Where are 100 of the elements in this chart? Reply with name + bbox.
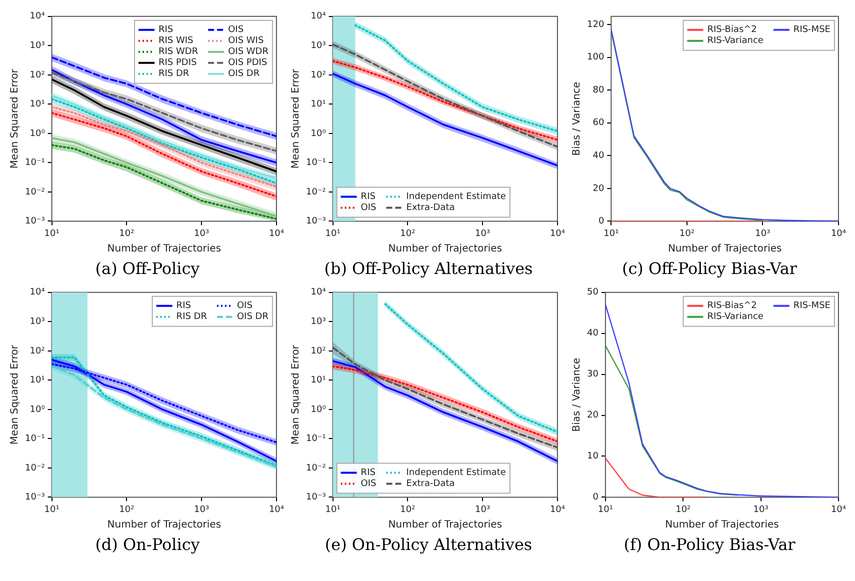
y-tick-label: 30	[587, 370, 599, 380]
y-tick-label: 10³	[310, 41, 326, 51]
y-tick-label: 10⁻¹	[25, 158, 46, 168]
y-tick-label: 10³	[30, 317, 46, 327]
legend-label: RIS WDR	[158, 47, 198, 58]
y-axis-title: Bias / Variance	[572, 82, 583, 156]
legend-label: RIS DR	[176, 312, 207, 322]
x-tick-label: 10²	[679, 228, 695, 239]
y-tick-label: 10⁴	[30, 12, 46, 22]
y-tick-label: 10⁰	[310, 128, 326, 139]
text: (f) On-Policy Bias-Var	[622, 534, 796, 556]
y-tick-label: 10⁻¹	[25, 434, 46, 444]
legend-label: Independent Estimate	[406, 192, 506, 202]
text: (b) Off-Policy Alternatives	[323, 258, 534, 280]
y-tick-label: 10¹	[30, 376, 46, 386]
legend-label: OIS PDIS	[228, 58, 268, 68]
y-tick-label: 40	[587, 328, 599, 339]
legend-label: RIS-Variance	[707, 312, 764, 322]
x-tick-label: 10³	[755, 228, 771, 239]
text: (a) Off-Policy	[94, 258, 201, 280]
y-tick-label: 120	[586, 20, 604, 30]
y-tick-label: 20	[592, 184, 604, 194]
y-tick-label: 10⁻³	[306, 492, 326, 503]
x-tick-label: 10¹	[44, 504, 60, 515]
x-axis-title: Number of Trajectories	[388, 520, 502, 531]
x-tick-label: 10⁴	[830, 504, 846, 515]
y-tick-label: 10⁻¹	[306, 158, 326, 168]
legend-label: OIS	[360, 203, 377, 214]
legend-label: OIS	[360, 479, 377, 490]
x-tick-label: 10¹	[325, 504, 341, 515]
y-axis-title: Mean Squared Error	[290, 344, 302, 445]
y-tick-label: 10²	[310, 346, 326, 356]
y-tick-label: 0	[598, 216, 604, 227]
y-tick-label: 10³	[30, 41, 46, 51]
x-tick-label: 10⁴	[268, 504, 284, 515]
x-axis-title: Number of Trajectories	[107, 244, 222, 255]
legend-label: RIS-Bias^2	[707, 25, 757, 36]
y-tick-label: 10⁻³	[306, 216, 326, 227]
x-tick-label: 10³	[194, 504, 210, 515]
y-tick-label: 10⁻²	[25, 463, 46, 474]
y-tick-label: 10³	[310, 317, 326, 327]
y-tick-label: 10⁴	[30, 288, 46, 298]
x-axis-title: Number of Trajectories	[388, 244, 502, 255]
legend-label: RIS DR	[158, 69, 190, 80]
legend-label: Extra-Data	[406, 479, 455, 490]
x-tick-label: 10³	[753, 504, 769, 515]
legend-label: Extra-Data	[406, 203, 455, 214]
y-tick-label: 10⁰	[30, 128, 46, 139]
legend-label: OIS DR	[236, 312, 268, 322]
legend-label: RIS PDIS	[158, 58, 198, 68]
x-tick-label: 10¹	[604, 228, 620, 239]
y-tick-label: 60	[592, 118, 604, 128]
text: (e) On-Policy Alternatives	[324, 534, 534, 556]
legend-label: Independent Estimate	[406, 468, 506, 478]
legend-label: OIS	[228, 25, 244, 36]
y-tick-label: 10⁻³	[25, 492, 46, 503]
y-tick-label: 80	[592, 85, 604, 96]
x-tick-label: 10²	[400, 504, 416, 515]
legend-label: OIS WDR	[228, 47, 268, 58]
legend-label: RIS-MSE	[793, 301, 831, 312]
y-tick-label: 10⁰	[310, 404, 326, 415]
y-tick-label: 10²	[30, 70, 46, 80]
x-tick-label: 10²	[119, 228, 135, 239]
y-tick-label: 40	[592, 151, 604, 162]
y-tick-label: 10⁻²	[306, 187, 326, 198]
y-tick-label: 10⁰	[30, 404, 46, 415]
legend-label: RIS WIS	[158, 36, 194, 46]
x-tick-label: 10²	[119, 504, 135, 515]
y-tick-label: 10²	[30, 346, 46, 356]
x-axis-title: Number of Trajectories	[665, 520, 779, 531]
legend-label: RIS-Bias^2	[707, 301, 757, 312]
x-tick-label: 10¹	[44, 228, 60, 239]
x-tick-label: 10¹	[325, 228, 341, 239]
y-axis-title: Mean Squared Error	[10, 68, 21, 169]
legend-label: RIS-MSE	[793, 25, 831, 36]
text: (c) Off-Policy Bias-Var	[620, 258, 798, 280]
y-tick-label: 100	[586, 52, 604, 63]
x-axis-title: Number of Trajectories	[107, 520, 222, 531]
legend-label: RIS-Variance	[707, 36, 764, 46]
y-tick-label: 50	[587, 288, 599, 298]
legend-label: RIS	[176, 301, 192, 312]
y-axis-title: Mean Squared Error	[10, 344, 21, 445]
y-tick-label: 10¹	[310, 376, 326, 386]
x-axis-title: Number of Trajectories	[668, 244, 782, 255]
y-tick-label: 10	[587, 452, 599, 462]
text: (d) On-Policy	[94, 534, 201, 556]
x-tick-label: 10⁴	[268, 228, 284, 239]
x-tick-label: 10³	[475, 504, 491, 515]
y-tick-label: 20	[587, 410, 599, 421]
legend-label: OIS WIS	[228, 36, 264, 46]
x-tick-label: 10²	[400, 228, 416, 239]
x-tick-label: 10⁴	[830, 228, 846, 239]
x-tick-label: 10³	[475, 228, 491, 239]
y-tick-label: 0	[592, 492, 599, 503]
legend-label: RIS	[360, 468, 376, 478]
y-tick-label: 10⁻³	[25, 216, 46, 227]
y-axis-title: Bias / Variance	[572, 358, 583, 432]
y-tick-label: 10⁻¹	[306, 434, 326, 444]
x-tick-label: 10⁴	[550, 504, 566, 515]
y-tick-label: 10¹	[310, 100, 326, 110]
